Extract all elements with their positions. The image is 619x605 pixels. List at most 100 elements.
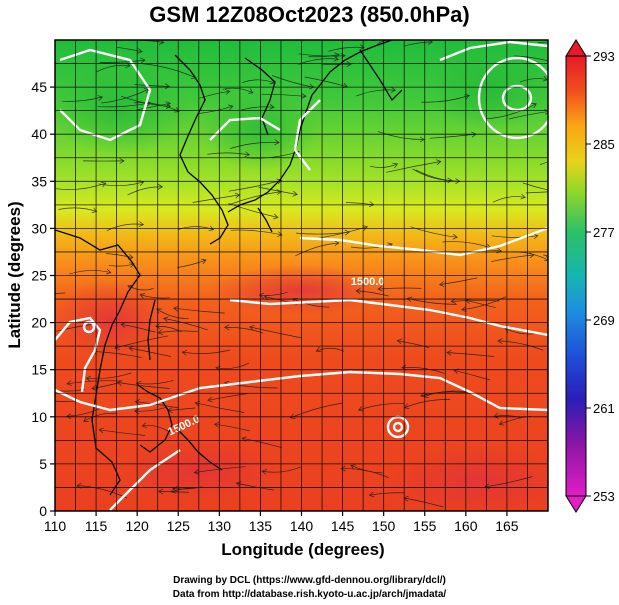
streamline-arrowhead — [396, 338, 403, 345]
streamline — [116, 46, 143, 53]
streamline — [308, 54, 340, 58]
streamline — [242, 437, 283, 449]
streamline-arrowhead — [165, 103, 172, 110]
streamline — [377, 131, 425, 140]
streamline — [136, 102, 171, 111]
y-tick-label: 10 — [31, 409, 47, 425]
streamline-arrowhead — [292, 190, 298, 197]
streamline — [356, 89, 396, 97]
streamline — [222, 87, 254, 94]
streamline-arrowhead — [344, 229, 350, 236]
streamline — [135, 401, 179, 409]
streamline-arrowhead — [134, 399, 141, 405]
streamline-arrowhead — [137, 48, 143, 54]
streamline — [127, 285, 154, 291]
streamline — [242, 79, 275, 84]
streamline-arrowhead — [156, 308, 162, 314]
colorbar: 293 285 277 269 261 253 — [565, 39, 615, 513]
streamline — [377, 40, 388, 44]
streamline — [83, 412, 117, 422]
streamline-arrowhead — [392, 162, 399, 169]
streamline — [446, 352, 495, 357]
streamline — [525, 191, 548, 194]
streamline — [106, 223, 144, 232]
streamline — [259, 291, 288, 296]
streamline-arrowhead — [446, 349, 452, 356]
streamline — [192, 194, 240, 203]
streamline-arrowhead — [120, 322, 126, 328]
streamline — [508, 111, 548, 120]
streamline-arrowhead — [140, 57, 146, 64]
streamline — [156, 308, 189, 319]
streamline-arrowhead — [544, 109, 548, 115]
streamline-arrowhead — [261, 468, 268, 475]
streamline-arrowhead — [276, 178, 283, 185]
streamline-arrowhead — [423, 392, 429, 399]
streamline-arrowhead — [404, 33, 409, 38]
streamline — [230, 229, 283, 236]
streamline-arrowhead — [368, 491, 375, 498]
streamline — [539, 161, 548, 166]
streamline — [295, 242, 339, 257]
streamline — [69, 270, 111, 275]
streamline-arrowhead — [165, 101, 171, 107]
streamline — [490, 254, 535, 263]
x-tick-label: 120 — [125, 518, 149, 534]
streamline — [230, 141, 280, 149]
streamline — [345, 202, 374, 206]
streamline — [514, 55, 548, 62]
streamline — [341, 468, 389, 479]
streamline-arrowhead — [128, 345, 134, 352]
streamline-arrowhead — [497, 338, 503, 344]
streamline — [271, 75, 314, 88]
streamline — [136, 379, 174, 385]
y-axis: 0 5 10 15 20 25 30 35 40 45 — [31, 79, 55, 519]
y-tick-label: 30 — [31, 220, 47, 236]
streamline — [127, 186, 163, 196]
x-tick-label: 165 — [495, 518, 519, 534]
streamline-arrowhead — [447, 177, 453, 184]
streamline — [543, 254, 548, 257]
streamline-arrowhead — [531, 103, 537, 109]
streamline-arrowhead — [193, 469, 200, 475]
streamline-arrowhead — [105, 268, 112, 275]
streamline — [316, 347, 345, 352]
streamline — [129, 347, 171, 357]
colorbar-tick-label: 277 — [593, 225, 615, 240]
streamline-arrowhead — [419, 136, 425, 143]
streamline-arrowhead — [155, 323, 161, 329]
streamline — [358, 403, 405, 411]
streamline-arrowhead — [157, 183, 164, 190]
y-tick-label: 15 — [31, 362, 47, 378]
streamline-arrowhead — [258, 292, 265, 299]
streamline-arrowhead — [362, 225, 368, 231]
streamline-arrowhead — [40, 331, 45, 336]
streamline — [133, 102, 180, 112]
streamline-arrowhead — [461, 306, 467, 313]
streamline — [397, 340, 430, 348]
colorbar-tick-label: 285 — [593, 137, 615, 152]
y-tick-label: 35 — [31, 173, 47, 189]
streamline-arrowhead — [274, 139, 280, 146]
streamline — [224, 326, 264, 334]
streamline — [328, 46, 365, 52]
contour-label: 1500.0 — [351, 276, 385, 288]
streamline-arrowhead — [119, 158, 125, 164]
x-tick-label: 140 — [290, 518, 314, 534]
streamline-arrowhead — [533, 233, 539, 240]
streamline — [167, 407, 196, 411]
streamline — [86, 372, 132, 379]
colorbar-tick-label: 261 — [593, 401, 615, 416]
streamline-arrowhead — [247, 88, 254, 94]
x-tick-label: 145 — [331, 518, 355, 534]
streamline-arrowhead — [249, 324, 255, 331]
streamline — [290, 402, 343, 419]
streamline — [522, 182, 548, 191]
streamline — [451, 299, 500, 302]
y-tick-label: 45 — [31, 79, 47, 95]
streamline — [121, 323, 156, 333]
streamline-arrowhead — [340, 465, 346, 472]
streamline — [182, 349, 230, 354]
streamline-arrowhead — [85, 375, 91, 382]
streamline-arrowhead — [450, 298, 457, 305]
